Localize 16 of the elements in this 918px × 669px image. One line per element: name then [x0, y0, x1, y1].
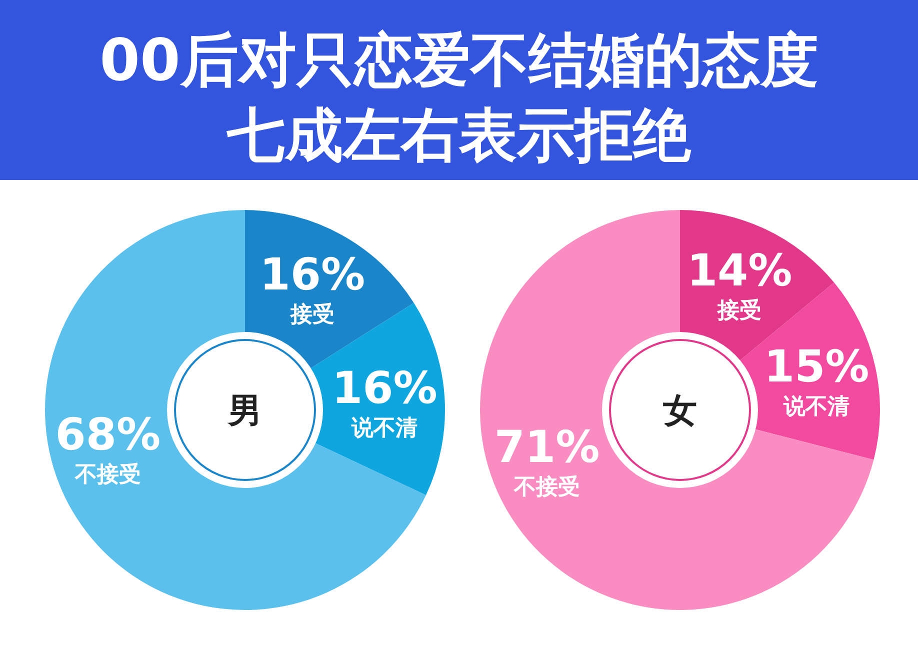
value-label: 16% — [332, 363, 438, 414]
category-label: 接受 — [290, 302, 334, 328]
category-label: 不接受 — [74, 462, 141, 488]
value-label: 71% — [494, 422, 600, 473]
value-label: 68% — [55, 409, 161, 460]
text: 七成左右表示拒绝 — [226, 101, 692, 169]
value-label: 14% — [686, 245, 792, 296]
category-label: 不接受 — [514, 475, 580, 500]
text: 男 — [227, 391, 262, 431]
category-label: 说不清 — [352, 416, 418, 442]
category-label: 说不清 — [784, 394, 850, 420]
value-label: 15% — [764, 341, 870, 392]
value-label: 16% — [260, 249, 366, 300]
category-label: 接受 — [718, 298, 762, 324]
text: 00后对只恋爱不结婚的态度 — [100, 26, 818, 94]
text: 女 — [662, 391, 697, 431]
